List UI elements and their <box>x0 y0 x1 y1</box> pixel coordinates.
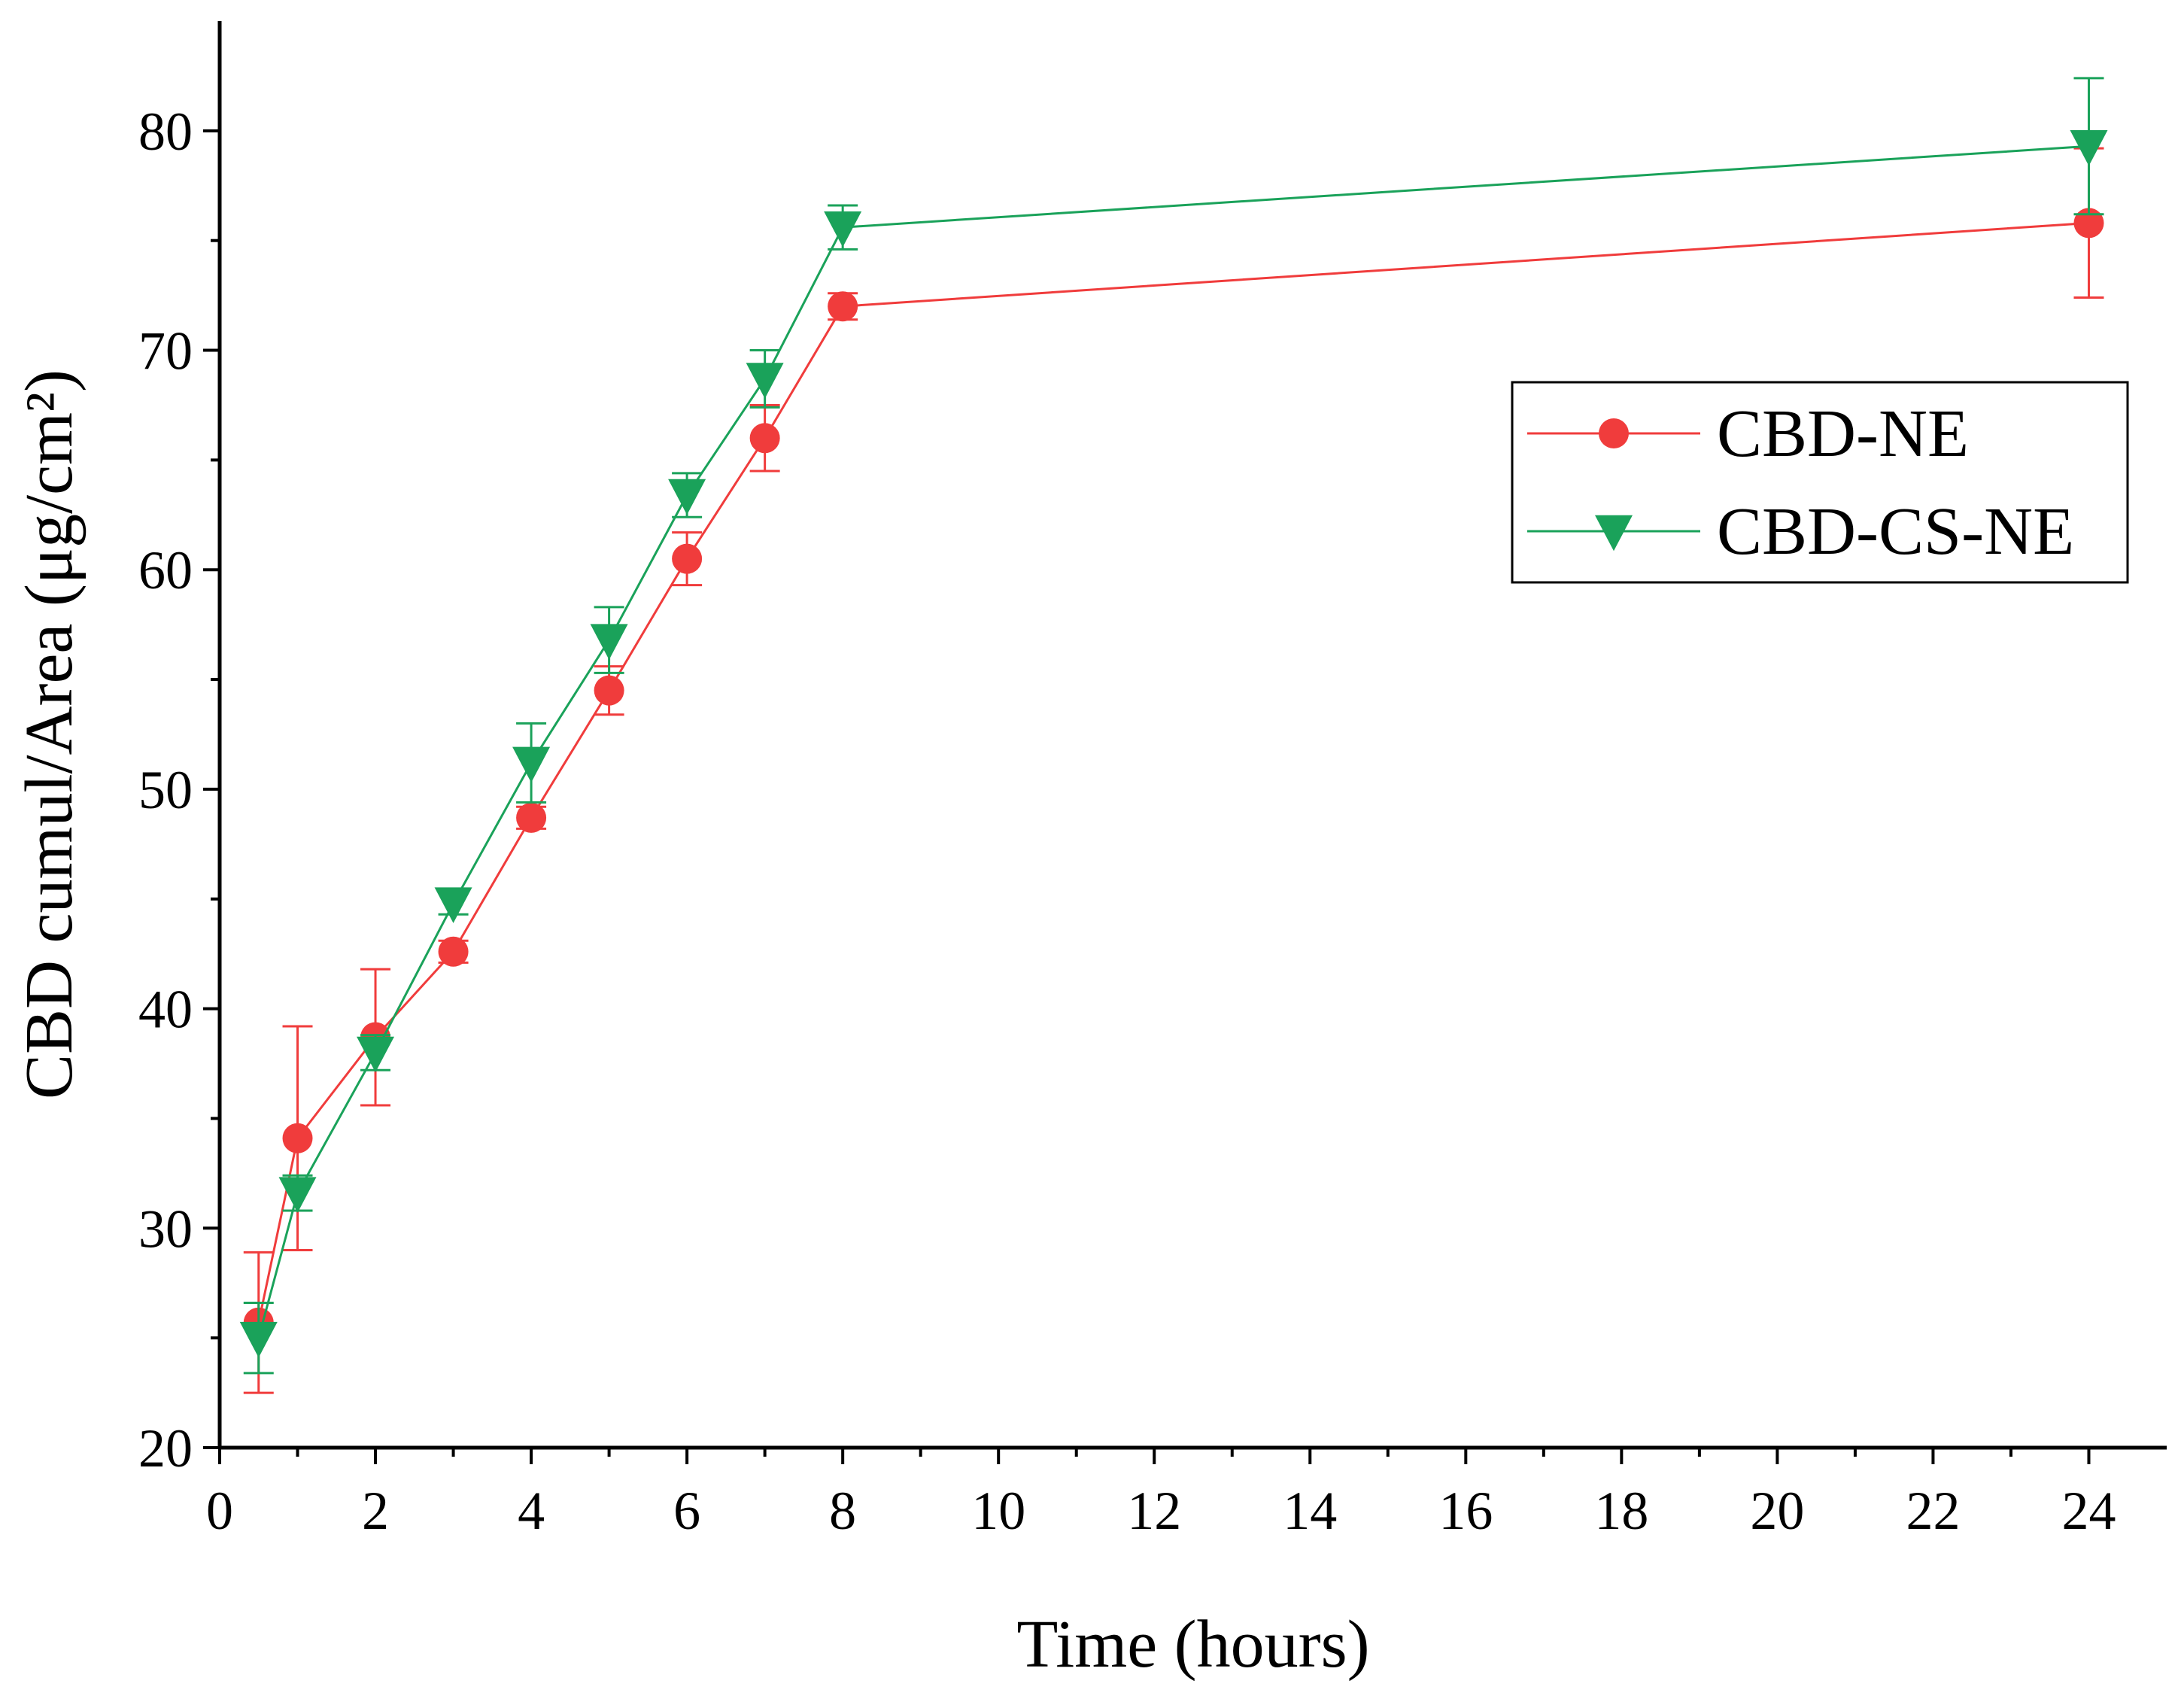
plot-area <box>239 77 2108 1394</box>
data-point <box>2070 130 2108 166</box>
data-point <box>2073 208 2104 239</box>
x-tick-label: 18 <box>1594 1481 1648 1541</box>
x-tick-label: 4 <box>518 1481 545 1541</box>
legend-item: CBD-CS-NE <box>1527 494 2074 569</box>
x-tick-label: 22 <box>1906 1481 1960 1541</box>
series-line <box>257 221 2089 1324</box>
data-point <box>668 479 706 515</box>
y-tick-label: 60 <box>138 540 193 600</box>
y-axis-title: CBD cumul/Area (μg/cm²) <box>12 369 87 1099</box>
data-point <box>282 1123 313 1153</box>
data-point <box>278 1177 317 1213</box>
legend-marker <box>1595 515 1633 552</box>
legend: CBD-NE CBD-CS-NE <box>1511 381 2129 584</box>
y-tick-label: 50 <box>138 760 193 820</box>
series-line <box>257 144 2089 1339</box>
y-tick-label: 30 <box>138 1199 193 1259</box>
data-point <box>746 363 784 399</box>
x-tick-label: 2 <box>362 1481 389 1541</box>
x-tick-label: 8 <box>829 1481 856 1541</box>
data-point <box>828 291 858 322</box>
y-tick-label: 40 <box>138 980 193 1040</box>
legend-label: CBD-CS-NE <box>1717 494 2074 569</box>
y-tick-label: 70 <box>138 321 193 381</box>
data-point <box>438 936 469 967</box>
data-point <box>824 211 862 248</box>
x-tick-label: 12 <box>1127 1481 1181 1541</box>
data-point <box>357 1036 395 1073</box>
x-tick-label: 14 <box>1283 1481 1337 1541</box>
y-tick-label: 20 <box>138 1418 193 1479</box>
data-point <box>434 887 472 923</box>
x-tick-label: 20 <box>1750 1481 1804 1541</box>
x-tick-label: 10 <box>971 1481 1025 1541</box>
data-point <box>749 423 780 454</box>
y-tick-label: 80 <box>138 102 193 162</box>
x-tick-label: 24 <box>2061 1481 2116 1541</box>
legend-item: CBD-NE <box>1527 397 1969 471</box>
data-point <box>594 675 624 706</box>
series-cbd-cs-ne <box>239 77 2108 1375</box>
legend-marker <box>1599 418 1629 448</box>
x-tick-label: 16 <box>1438 1481 1493 1541</box>
x-tick-label: 6 <box>673 1481 700 1541</box>
data-point <box>590 624 628 660</box>
data-point <box>512 746 551 783</box>
data-point <box>239 1321 278 1358</box>
x-tick-label: 0 <box>206 1481 233 1541</box>
data-point <box>516 802 547 833</box>
series-cbd-ne <box>243 147 2104 1394</box>
legend-label: CBD-NE <box>1717 397 1969 471</box>
x-axis-title: Time (hours) <box>1016 1607 1369 1682</box>
data-point <box>672 543 703 574</box>
